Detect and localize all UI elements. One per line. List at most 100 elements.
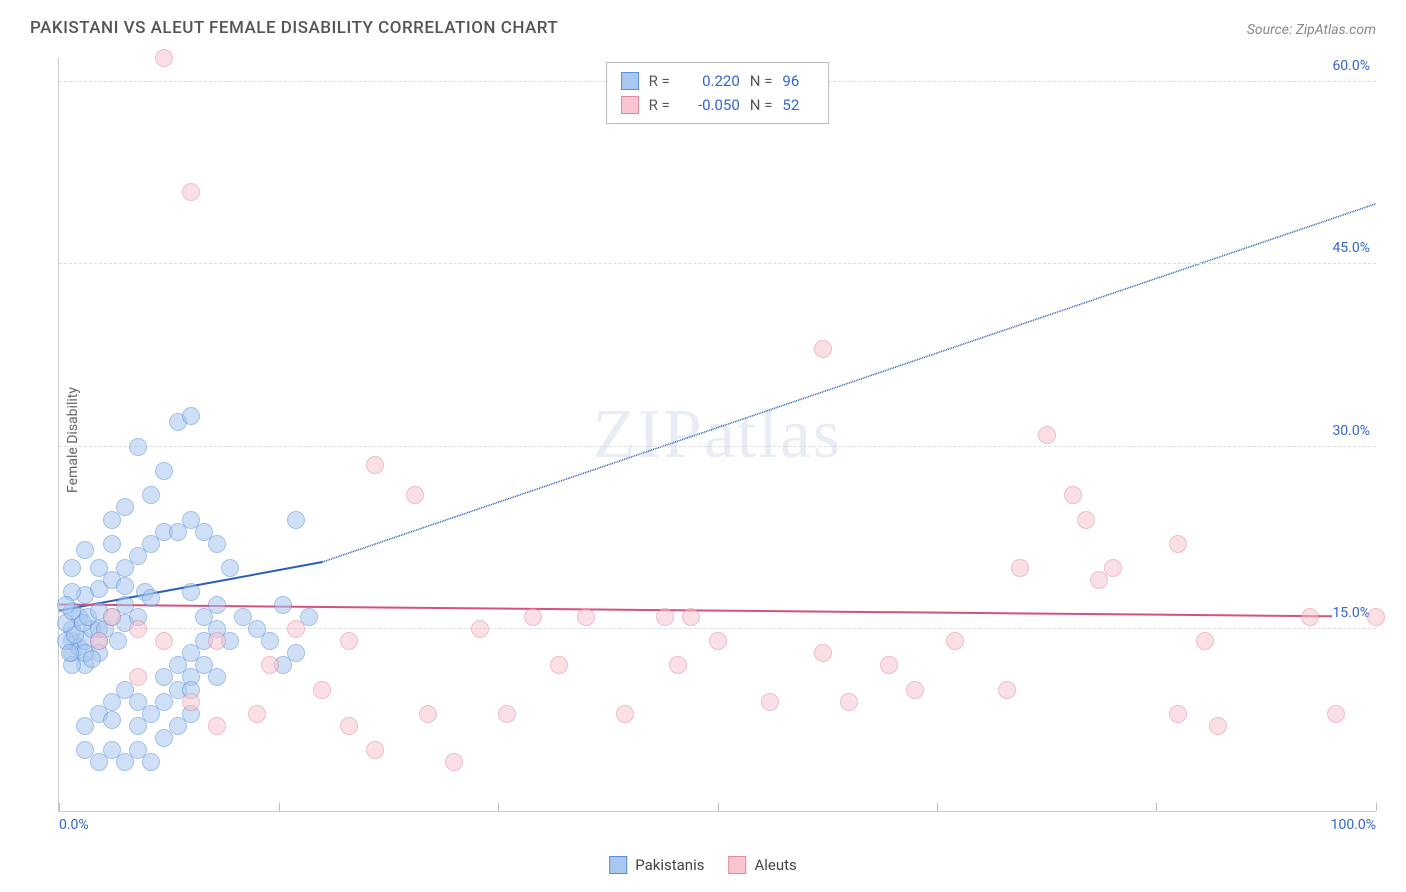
data-point (287, 620, 305, 638)
data-point (182, 183, 200, 201)
data-point (419, 705, 437, 723)
data-point (142, 486, 160, 504)
data-point (63, 559, 81, 577)
data-point (208, 632, 226, 650)
data-point (1209, 717, 1227, 735)
x-tick (1376, 803, 1377, 811)
data-point (1104, 559, 1122, 577)
data-point (406, 486, 424, 504)
data-point (1327, 705, 1345, 723)
data-point (261, 632, 279, 650)
data-point (155, 632, 173, 650)
data-point (129, 620, 147, 638)
data-point (577, 608, 595, 626)
data-point (840, 693, 858, 711)
plot-area: ZIPatlas R =0.220N =96R =-0.050N =52 15.… (58, 58, 1376, 812)
data-point (340, 632, 358, 650)
legend-swatch (621, 96, 639, 114)
data-point (182, 583, 200, 601)
data-point (906, 681, 924, 699)
r-value: -0.050 (680, 93, 740, 117)
data-point (208, 596, 226, 614)
legend-label: Aleuts (754, 856, 796, 874)
data-point (550, 656, 568, 674)
data-point (76, 541, 94, 559)
data-point (116, 498, 134, 516)
legend-item: Aleuts (728, 856, 796, 874)
data-point (998, 681, 1016, 699)
n-value: 96 (782, 69, 814, 93)
chart-container: Female Disability ZIPatlas R =0.220N =96… (30, 48, 1376, 832)
x-tick (937, 803, 938, 811)
data-point (1367, 608, 1385, 626)
x-tick (59, 803, 60, 811)
data-point (90, 632, 108, 650)
data-point (498, 705, 516, 723)
data-point (129, 717, 147, 735)
gridline-h (59, 446, 1376, 447)
data-point (116, 577, 134, 595)
data-point (103, 608, 121, 626)
data-point (1038, 426, 1056, 444)
data-point (1077, 511, 1095, 529)
data-point (313, 681, 331, 699)
data-point (182, 693, 200, 711)
data-point (274, 596, 292, 614)
correlation-legend: R = 0.220 N = 96 R = -0.050 N = 52 (606, 62, 830, 124)
trend-lines (59, 58, 1376, 811)
legend-swatch (609, 856, 627, 874)
data-point (366, 741, 384, 759)
data-point (669, 656, 687, 674)
data-point (129, 438, 147, 456)
data-point (221, 559, 239, 577)
r-value: 0.220 (680, 69, 740, 93)
r-label: R = (649, 69, 670, 93)
data-point (471, 620, 489, 638)
y-tick-label: 45.0% (1332, 240, 1376, 256)
data-point (208, 535, 226, 553)
chart-title: PAKISTANI VS ALEUT FEMALE DISABILITY COR… (30, 18, 558, 38)
data-point (682, 608, 700, 626)
data-point (103, 711, 121, 729)
data-point (445, 753, 463, 771)
data-point (287, 511, 305, 529)
data-point (709, 632, 727, 650)
data-point (1301, 608, 1319, 626)
legend-swatch (621, 72, 639, 90)
data-point (616, 705, 634, 723)
series-legend: Pakistanis Aleuts (609, 856, 797, 874)
data-point (109, 632, 127, 650)
data-point (1169, 535, 1187, 553)
r-label: R = (649, 93, 670, 117)
y-tick-label: 60.0% (1332, 58, 1376, 74)
data-point (1011, 559, 1029, 577)
x-tick (1156, 803, 1157, 811)
data-point (57, 596, 75, 614)
source-label: Source: ZipAtlas.com (1247, 22, 1376, 38)
n-label: N = (750, 69, 773, 93)
data-point (182, 407, 200, 425)
data-point (248, 705, 266, 723)
data-point (1196, 632, 1214, 650)
data-point (61, 644, 79, 662)
data-point (83, 650, 101, 668)
legend-item: Pakistanis (609, 856, 704, 874)
data-point (155, 462, 173, 480)
x-tick-label-left: 0.0% (59, 817, 89, 833)
n-label: N = (750, 93, 773, 117)
legend-label: Pakistanis (635, 856, 704, 874)
y-tick-label: 30.0% (1332, 423, 1376, 439)
data-point (1169, 705, 1187, 723)
data-point (76, 717, 94, 735)
data-point (261, 656, 279, 674)
n-value: 52 (782, 93, 814, 117)
data-point (142, 753, 160, 771)
data-point (1064, 486, 1082, 504)
data-point (814, 340, 832, 358)
data-point (234, 608, 252, 626)
data-point (129, 693, 147, 711)
legend-row: R = 0.220 N = 96 (621, 69, 815, 93)
x-tick (718, 803, 719, 811)
x-tick (498, 803, 499, 811)
watermark-text: ZIPatlas (593, 395, 842, 475)
